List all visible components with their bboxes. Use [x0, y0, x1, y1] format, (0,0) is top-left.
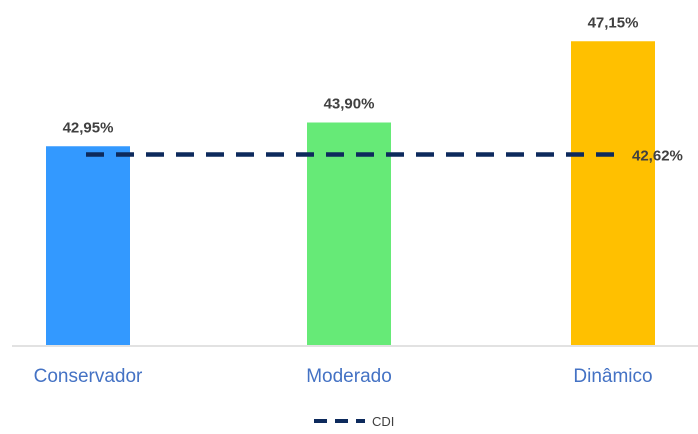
bars-layer [46, 41, 655, 345]
bar-value-label-0: 42,95% [63, 119, 114, 136]
cdi-value-label: 42,62% [632, 148, 683, 165]
bar-2 [571, 41, 655, 345]
bar-0 [46, 146, 130, 345]
bar-value-label-2: 47,15% [588, 14, 639, 31]
category-label-1: Moderado [306, 366, 392, 387]
category-label-0: Conservador [34, 366, 143, 387]
legend-label-cdi: CDI [372, 414, 394, 429]
bar-value-label-1: 43,90% [324, 96, 375, 113]
bar-1 [307, 123, 391, 346]
legend: CDI [314, 414, 394, 429]
category-label-2: Dinâmico [573, 366, 652, 387]
